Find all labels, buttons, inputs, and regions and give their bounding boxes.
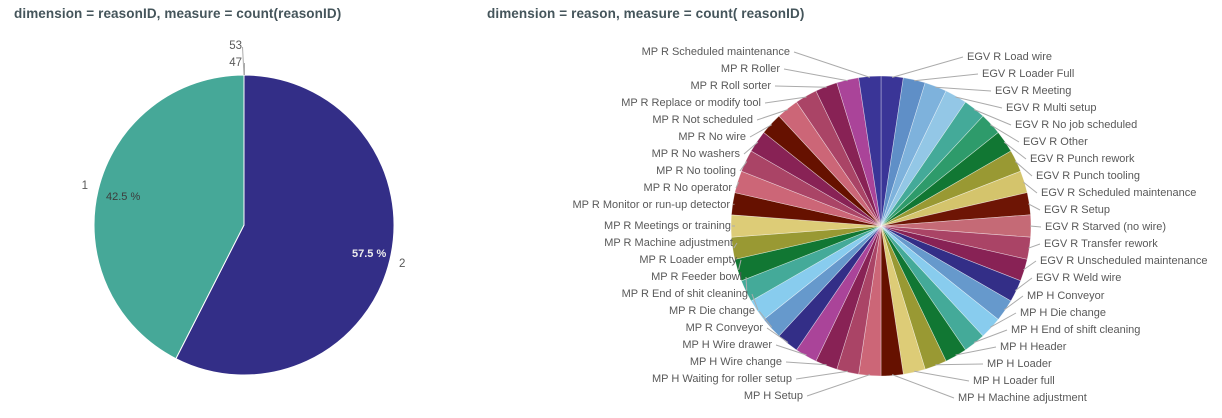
slice-label: MP R Machine adjustment bbox=[604, 237, 733, 249]
leader-line bbox=[989, 124, 1020, 143]
slice-label: MP H Loader full bbox=[973, 375, 1055, 387]
leader-line bbox=[1023, 181, 1038, 194]
left-pie-slices bbox=[93, 74, 395, 376]
percent-label-blue: 57.5 % bbox=[352, 248, 387, 260]
leader-line bbox=[989, 312, 1017, 328]
leader-line bbox=[955, 346, 997, 356]
slice-label: MP R No washers bbox=[651, 148, 740, 160]
value-callout-47: 47 bbox=[229, 57, 242, 69]
leader-line bbox=[764, 96, 807, 104]
slice-label: EGV R Punch tooling bbox=[1036, 170, 1140, 182]
dimension-label-1: 1 bbox=[81, 180, 88, 192]
leader-line bbox=[935, 363, 984, 366]
slice-label: MP H Setup bbox=[743, 390, 803, 402]
leader-line bbox=[914, 73, 979, 82]
leader-line bbox=[745, 276, 748, 291]
leader-line bbox=[758, 310, 773, 328]
slice-label: MP H Machine adjustment bbox=[958, 392, 1087, 404]
leader-line bbox=[795, 370, 848, 380]
slice-label: EGV R Transfer rework bbox=[1044, 238, 1158, 250]
slice-label: EGV R Weld wire bbox=[1036, 272, 1122, 284]
leader-line bbox=[955, 96, 1003, 109]
leader-line bbox=[775, 344, 807, 356]
leader-line bbox=[806, 374, 871, 397]
leader-line bbox=[914, 370, 970, 382]
slice-label: MP R Scheduled maintenance bbox=[641, 46, 790, 58]
left-chart-title: dimension = reasonID, measure = count(re… bbox=[14, 6, 342, 21]
pie-slice-2[interactable] bbox=[175, 74, 395, 376]
right-pie-slices bbox=[730, 75, 1032, 377]
slice-label: MP H Waiting for roller setup bbox=[652, 373, 792, 385]
leader-line bbox=[891, 56, 964, 78]
slice-label: MP H Loader bbox=[987, 358, 1052, 370]
leader-line bbox=[973, 329, 1008, 343]
right-pie-leader-lines bbox=[732, 51, 1042, 399]
leader-line bbox=[783, 68, 848, 82]
slice-label: EGV R Starved (no wire) bbox=[1045, 221, 1167, 233]
leader-line bbox=[1023, 260, 1037, 271]
slice-label: EGV R No job scheduled bbox=[1015, 119, 1138, 131]
slice-label: MP R End of shit cleaning bbox=[621, 288, 748, 300]
leader-line bbox=[756, 109, 789, 121]
value-callout-53: 53 bbox=[229, 40, 242, 52]
slice-label: MP R Die change bbox=[668, 305, 755, 317]
leader-line bbox=[738, 259, 742, 271]
slice-label: MP H End of shift cleaning bbox=[1011, 324, 1141, 336]
leader-line bbox=[1028, 243, 1041, 249]
leader-line bbox=[793, 51, 871, 78]
leader-line bbox=[785, 361, 827, 366]
leader-line bbox=[735, 181, 740, 189]
slice-label: EGV R Load wire bbox=[967, 51, 1052, 63]
slice-label: MP R Loader empty bbox=[639, 254, 737, 266]
slice-label: MP H Conveyor bbox=[1027, 290, 1105, 302]
leader-line bbox=[1003, 141, 1027, 160]
slice-label: EGV R Setup bbox=[1044, 204, 1111, 216]
slice-label: MP R Conveyor bbox=[685, 322, 763, 334]
slice-label: EGV R Loader Full bbox=[982, 68, 1075, 80]
leader-line bbox=[1029, 225, 1042, 228]
slice-label: MP R No operator bbox=[643, 182, 732, 194]
leader-line bbox=[766, 327, 789, 343]
slice-label: MP H Die change bbox=[1020, 307, 1107, 319]
slice-label: EGV R Scheduled maintenance bbox=[1041, 187, 1197, 199]
dimension-label-2: 2 bbox=[399, 258, 406, 270]
leader-line bbox=[751, 293, 759, 311]
leader-line bbox=[1014, 161, 1033, 177]
leader-line bbox=[743, 141, 759, 155]
slice-label: MP H Wire drawer bbox=[682, 339, 772, 351]
slice-label: EGV R Punch rework bbox=[1030, 153, 1135, 165]
slice-label: MP H Wire change bbox=[689, 356, 782, 368]
leader-line bbox=[891, 374, 955, 399]
leader-line bbox=[749, 124, 773, 138]
slice-label: MP R Roll sorter bbox=[690, 80, 771, 92]
pie-slice-mp-r-scheduled-maintenance[interactable] bbox=[858, 75, 882, 227]
slice-label: EGV R Multi setup bbox=[1006, 102, 1097, 114]
callout-leader-line bbox=[242, 46, 245, 76]
slice-label: MP R No tooling bbox=[656, 165, 736, 177]
leader-line bbox=[973, 109, 1012, 126]
slice-label: EGV R Unscheduled maintenance bbox=[1040, 255, 1208, 267]
pie-slice-1[interactable] bbox=[93, 74, 245, 360]
slice-label: EGV R Other bbox=[1023, 136, 1088, 148]
slice-label: MP H Header bbox=[1000, 341, 1067, 353]
percent-label-teal: 42.5 % bbox=[106, 191, 141, 203]
leader-line bbox=[733, 242, 738, 249]
leader-line bbox=[1014, 277, 1033, 292]
slice-label: MP R No wire bbox=[678, 131, 746, 143]
leader-line bbox=[1003, 295, 1024, 311]
slice-label: MP R Replace or modify tool bbox=[621, 97, 761, 109]
slice-label: EGV R Meeting bbox=[995, 85, 1072, 97]
leader-line bbox=[935, 86, 992, 92]
slice-label: MP R Roller bbox=[720, 63, 780, 75]
leader-line bbox=[1028, 203, 1041, 211]
leader-line bbox=[739, 161, 748, 172]
right-chart-title: dimension = reason, measure = count( rea… bbox=[487, 6, 805, 21]
slice-label: MP R Monitor or run-up detector bbox=[572, 199, 730, 211]
leader-line bbox=[774, 85, 827, 88]
slice-label: MP R Meetings or training bbox=[604, 220, 731, 232]
slice-label: MP R Not scheduled bbox=[652, 114, 753, 126]
slice-label: MP R Feeder bowl bbox=[651, 271, 742, 283]
